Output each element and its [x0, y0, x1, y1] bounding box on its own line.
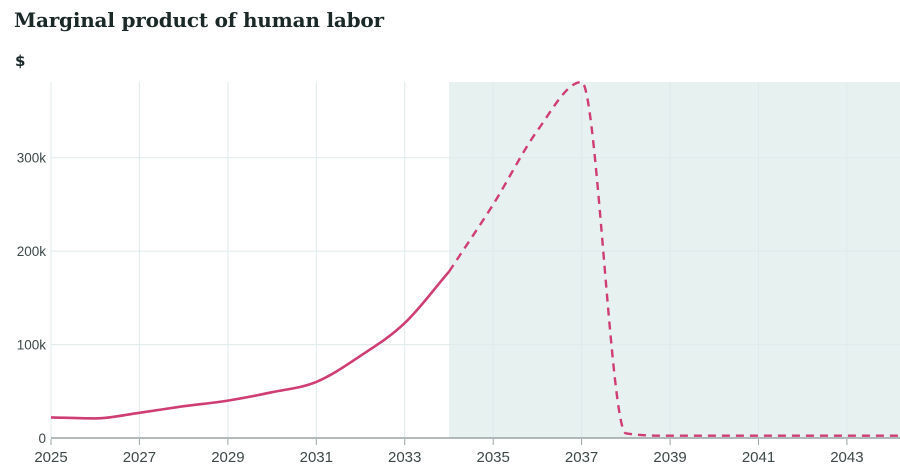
- x-axis-label: 2029: [211, 449, 244, 466]
- x-axis-label: 2043: [830, 449, 863, 466]
- x-axis-label: 2041: [742, 449, 775, 466]
- y-axis-label: 300k: [17, 151, 47, 166]
- y-axis-unit-label: $: [15, 52, 26, 70]
- series-line-dashed: [447, 80, 900, 437]
- x-axis-label: 2039: [653, 449, 686, 466]
- y-axis-label: 100k: [17, 338, 47, 353]
- y-axis-label: 0: [38, 431, 46, 446]
- x-axis-label: 2033: [388, 449, 421, 466]
- x-axis-label: 2035: [477, 449, 510, 466]
- x-axis-label: 2025: [34, 449, 67, 466]
- x-axis-label: 2027: [123, 449, 156, 466]
- plot-shaded-region: [449, 82, 900, 438]
- x-axis-label: 2037: [565, 449, 598, 466]
- x-axis-label: 2031: [300, 449, 333, 466]
- chart-title: Marginal product of human labor: [14, 8, 384, 32]
- series-line-solid: [50, 270, 450, 420]
- y-axis-label: 200k: [17, 244, 47, 259]
